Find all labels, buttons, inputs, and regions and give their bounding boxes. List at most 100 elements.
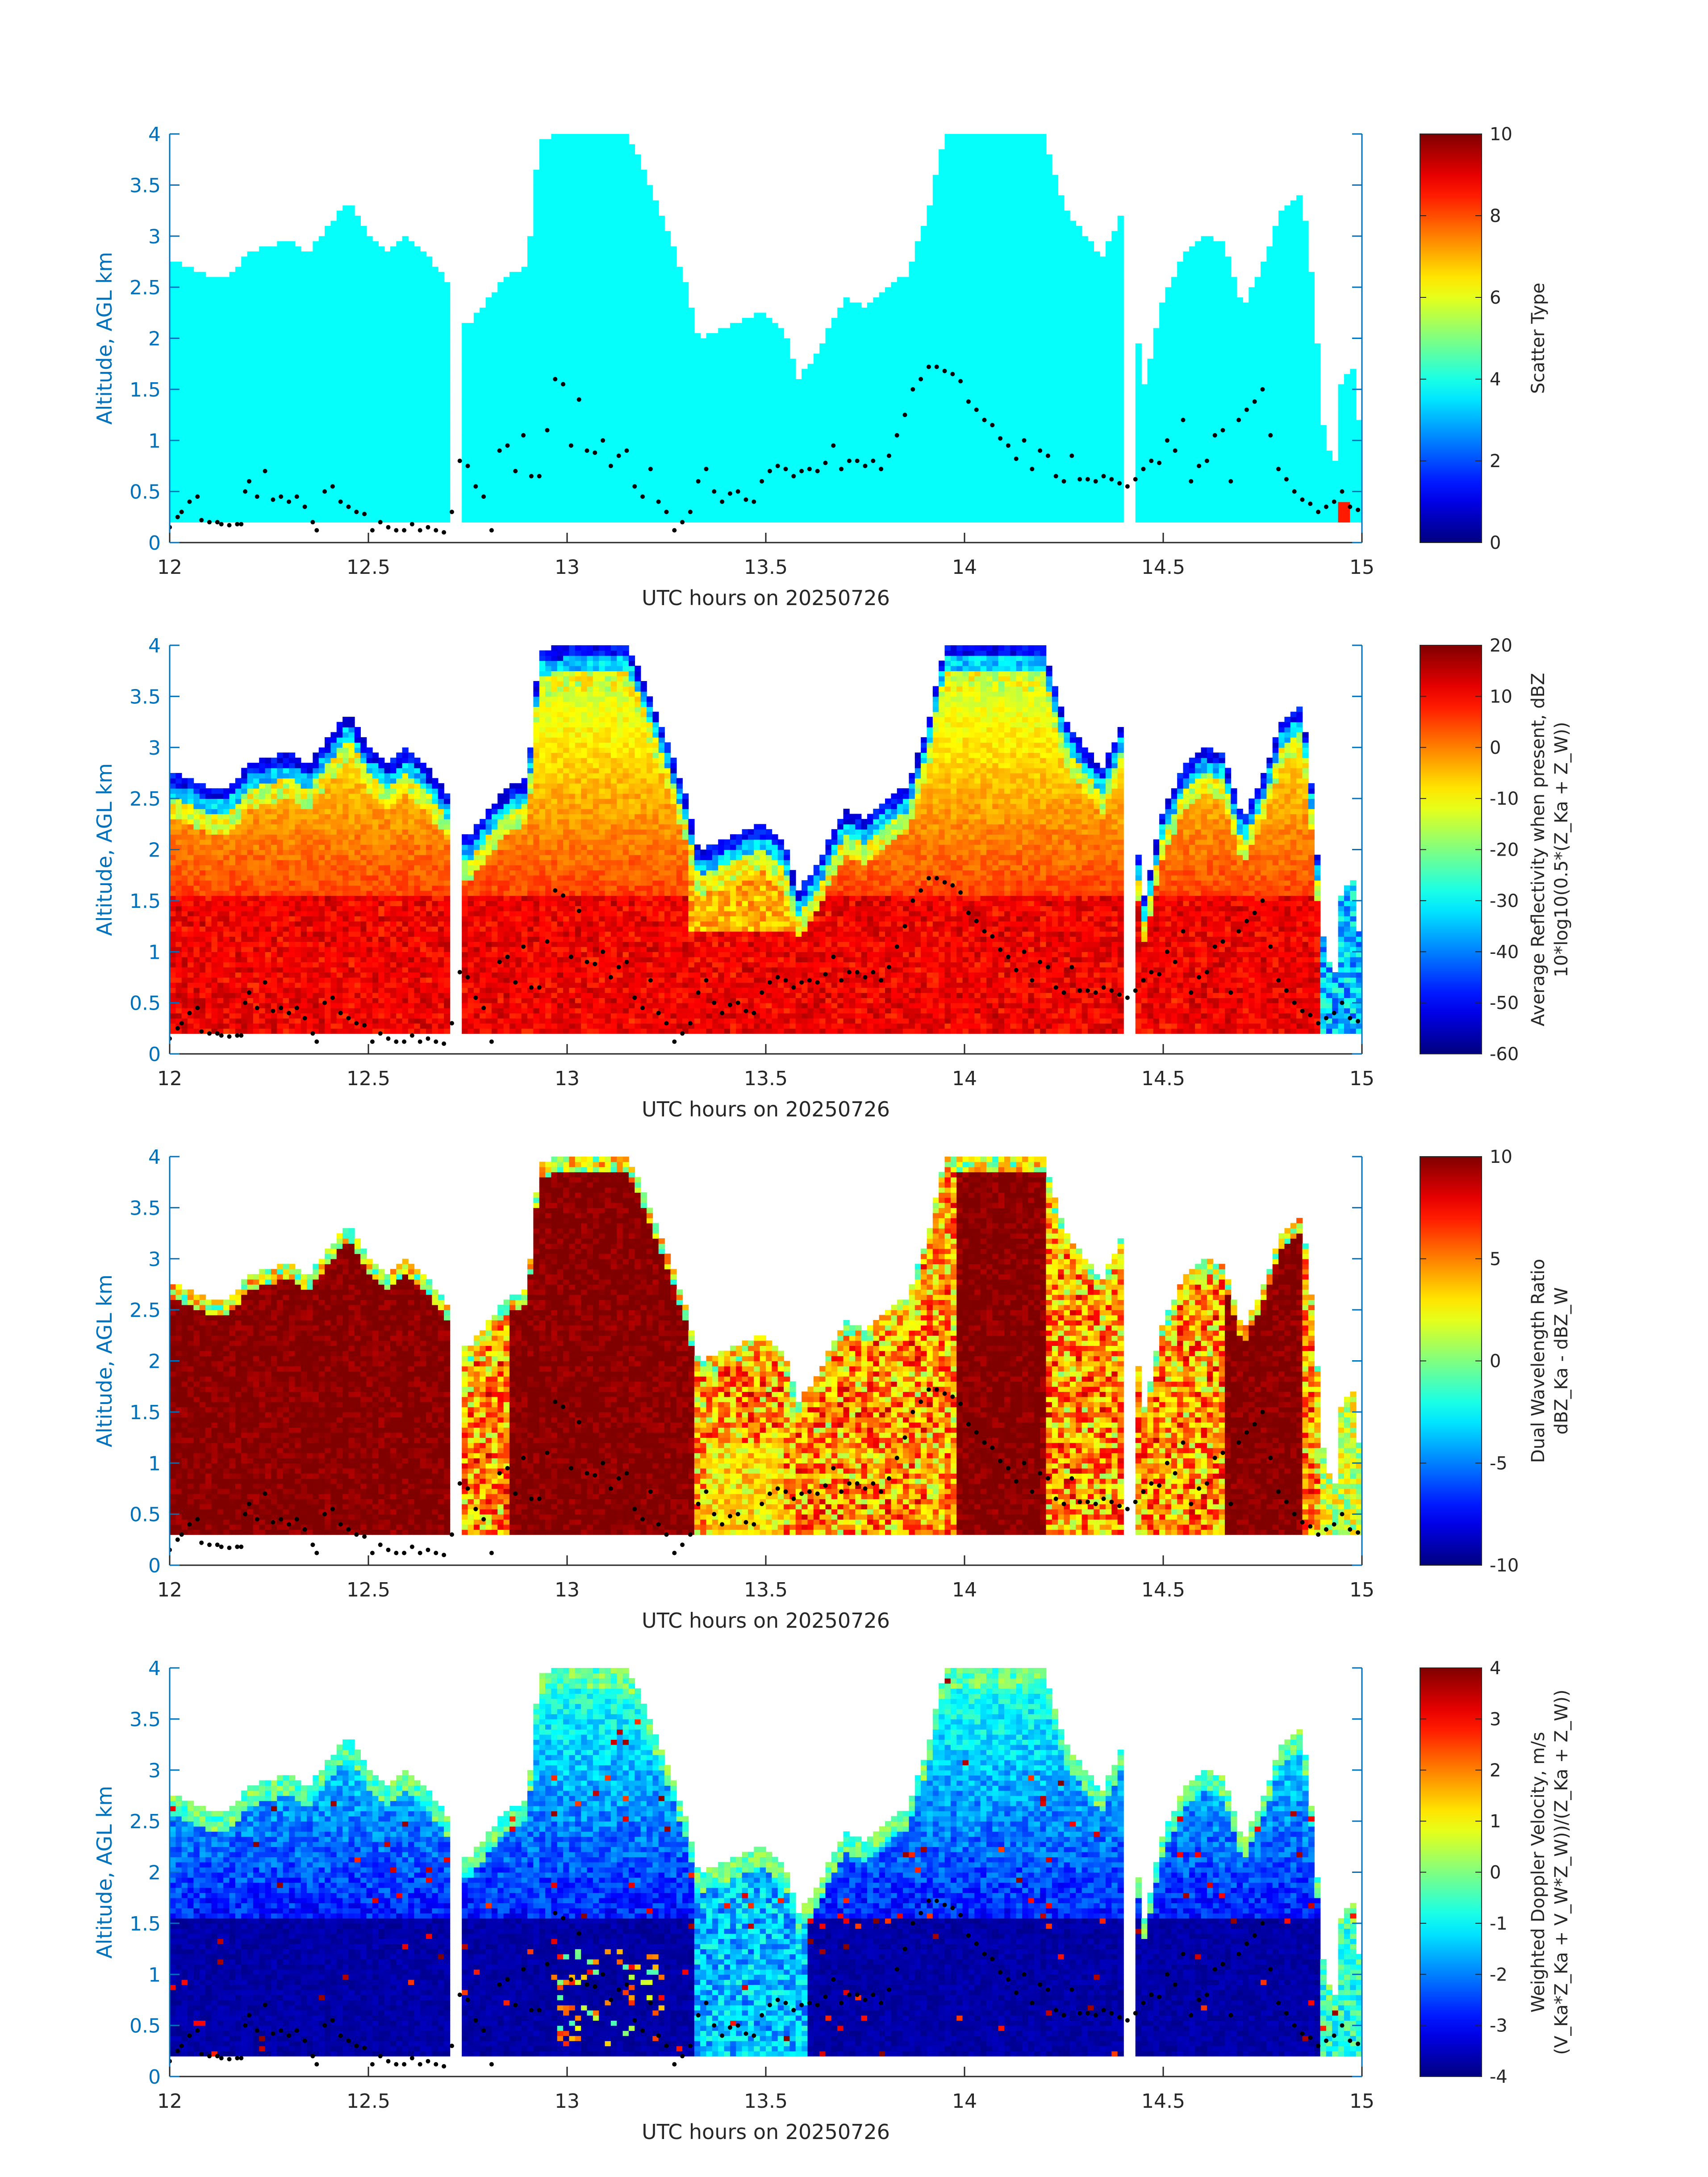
- heatmap-cell: [485, 302, 492, 308]
- heatmap-cell: [497, 471, 504, 477]
- heatmap-cell: [348, 517, 355, 523]
- heatmap-cell: [521, 491, 528, 497]
- heatmap-cell: [199, 343, 206, 349]
- heatmap-cell: [480, 501, 486, 507]
- heatmap-cell: [575, 149, 581, 155]
- heatmap-cell: [170, 405, 176, 410]
- heatmap-cell: [682, 445, 689, 451]
- heatmap-cell: [563, 374, 570, 380]
- heatmap-cell: [318, 256, 325, 262]
- heatmap-cell: [503, 517, 510, 523]
- heatmap-cell: [384, 512, 391, 518]
- heatmap-cell: [610, 440, 618, 446]
- heatmap-cell: [348, 379, 355, 385]
- heatmap-cell: [354, 461, 361, 467]
- heatmap-cell: [515, 333, 522, 339]
- heatmap-cell: [521, 343, 528, 349]
- heatmap-cell: [283, 318, 289, 323]
- heatmap-cell: [414, 389, 421, 395]
- heatmap-cell: [664, 231, 671, 237]
- heatmap-cell: [426, 338, 433, 344]
- heatmap-cell: [605, 343, 611, 349]
- heatmap-cell: [414, 323, 421, 329]
- heatmap-cell: [480, 384, 486, 390]
- heatmap-cell: [563, 139, 570, 145]
- heatmap-cell: [271, 481, 278, 487]
- heatmap-cell: [647, 323, 653, 329]
- heatmap-cell: [378, 399, 385, 405]
- heatmap-cell: [599, 287, 606, 293]
- heatmap-cell: [503, 506, 510, 513]
- heatmap-cell: [348, 374, 355, 380]
- heatmap-cell: [378, 359, 385, 364]
- heatmap-cell: [694, 379, 701, 385]
- heatmap-cell: [563, 425, 570, 431]
- heatmap-cell: [307, 323, 313, 329]
- heatmap-cell: [491, 297, 498, 303]
- heatmap-cell: [277, 399, 284, 405]
- heatmap-cell: [289, 302, 296, 308]
- heatmap-cell: [527, 328, 534, 334]
- heatmap-cell: [664, 287, 671, 293]
- heatmap-cell: [330, 369, 337, 375]
- heatmap-cell: [545, 313, 552, 318]
- heatmap-cell: [408, 517, 415, 523]
- heatmap-cell: [301, 353, 307, 359]
- heatmap-cell: [682, 374, 689, 380]
- heatmap-cell: [491, 497, 498, 502]
- heatmap-cell: [390, 405, 397, 410]
- heatmap-cell: [605, 486, 611, 492]
- heatmap-cell: [199, 409, 206, 415]
- heatmap-cell: [587, 379, 593, 385]
- heatmap-cell: [635, 200, 641, 206]
- heatmap-cell: [599, 313, 606, 318]
- heatmap-cell: [670, 359, 677, 364]
- heatmap-cell: [622, 170, 629, 175]
- heatmap-cell: [360, 364, 367, 369]
- heatmap-cell: [438, 369, 444, 375]
- heatmap-cell: [181, 384, 188, 390]
- heatmap-cell: [223, 343, 230, 349]
- heatmap-cell: [348, 409, 355, 415]
- heatmap-cell: [372, 307, 379, 313]
- heatmap-cell: [384, 384, 391, 390]
- heatmap-cell: [480, 409, 486, 415]
- heatmap-cell: [569, 471, 576, 477]
- heatmap-cell: [402, 384, 409, 390]
- heatmap-cell: [199, 399, 206, 405]
- heatmap-cell: [283, 425, 289, 431]
- heatmap-cell: [664, 338, 671, 344]
- heatmap-cell: [438, 415, 444, 421]
- heatmap-cell: [247, 343, 254, 349]
- heatmap-cell: [622, 405, 629, 410]
- heatmap-cell: [217, 353, 224, 359]
- heatmap-cell: [271, 348, 278, 354]
- heatmap-cell: [563, 440, 570, 446]
- heatmap-cell: [503, 389, 510, 395]
- heatmap-cell: [533, 486, 540, 492]
- heatmap-cell: [551, 486, 558, 492]
- heatmap-cell: [557, 241, 564, 247]
- heatmap-cell: [420, 501, 426, 507]
- heatmap-cell: [551, 420, 558, 426]
- heatmap-cell: [647, 517, 653, 523]
- heatmap-cell: [193, 486, 200, 492]
- heatmap-cell: [211, 364, 218, 369]
- heatmap-cell: [497, 517, 504, 523]
- heatmap-cell: [587, 364, 593, 369]
- heatmap-cell: [253, 348, 260, 354]
- heatmap-cell: [336, 282, 343, 288]
- heatmap-cell: [426, 486, 433, 492]
- heatmap-cell: [199, 440, 206, 446]
- heatmap-cell: [617, 134, 623, 140]
- heatmap-cell: [354, 497, 361, 502]
- heatmap-cell: [330, 277, 337, 283]
- heatmap-cell: [539, 221, 546, 226]
- heatmap-cell: [480, 353, 486, 359]
- heatmap-cell: [384, 379, 391, 385]
- heatmap-cell: [587, 359, 593, 364]
- heatmap-cell: [533, 491, 540, 497]
- heatmap-cell: [700, 481, 707, 487]
- heatmap-cell: [605, 451, 611, 456]
- heatmap-cell: [640, 425, 647, 431]
